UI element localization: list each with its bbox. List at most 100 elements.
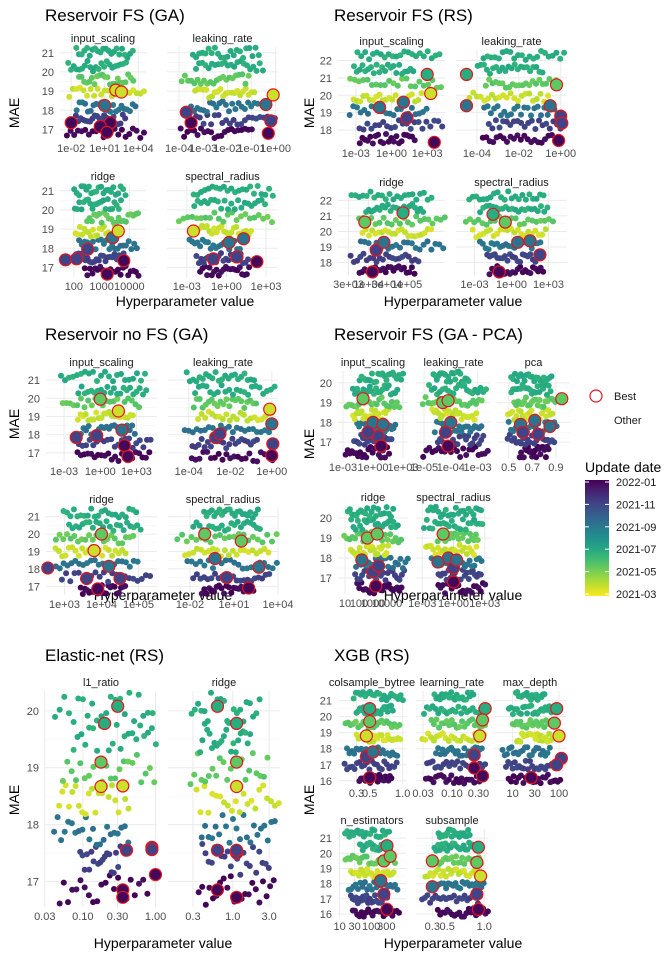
other-point xyxy=(226,534,233,541)
other-point xyxy=(520,780,527,786)
other-point xyxy=(118,126,125,133)
other-point xyxy=(122,192,129,199)
other-point xyxy=(209,375,216,382)
other-point xyxy=(232,106,239,113)
other-point xyxy=(104,74,111,81)
best-point xyxy=(94,527,109,541)
y-tick-label: 20 xyxy=(42,67,54,79)
other-point xyxy=(136,880,142,887)
other-point xyxy=(110,527,117,534)
other-point xyxy=(250,63,257,70)
other-point xyxy=(508,111,514,118)
other-point xyxy=(382,196,389,203)
other-point xyxy=(381,82,388,89)
other-point xyxy=(536,76,543,83)
other-point xyxy=(89,270,96,277)
other-point xyxy=(485,95,492,102)
x-tick-label: 0.30 xyxy=(468,788,489,800)
other-point xyxy=(457,885,464,892)
other-point xyxy=(228,748,235,755)
other-point xyxy=(109,206,116,212)
best-point xyxy=(242,581,256,595)
other-point xyxy=(494,189,501,196)
other-point xyxy=(518,710,524,717)
other-point xyxy=(77,877,84,884)
other-point xyxy=(218,250,224,257)
y-tick-label: 18 xyxy=(28,430,40,442)
other-point xyxy=(135,691,142,698)
facet-spectral-radius: spectral_radius 1e-03 1e+00 1e+03 xyxy=(167,171,282,293)
other-point xyxy=(74,416,81,423)
best-point xyxy=(531,427,545,441)
other-point xyxy=(356,440,363,447)
y-tick-label: 19 xyxy=(27,763,39,775)
best-point xyxy=(498,215,512,229)
other-point xyxy=(440,245,447,252)
other-point xyxy=(262,201,268,208)
other-point xyxy=(550,218,556,225)
other-point xyxy=(131,430,138,437)
other-point xyxy=(201,562,208,569)
x-tick-label: 1e+03 xyxy=(533,279,564,291)
other-point xyxy=(511,435,518,442)
other-point xyxy=(62,782,69,789)
other-point xyxy=(89,785,96,792)
y-tick-label: 19 xyxy=(42,86,54,98)
facet-strip-label: learning_rate xyxy=(420,677,484,689)
other-point xyxy=(433,716,440,723)
facet-spectral-radius: spectral_radius 1e-03 1e+00 1e+03 xyxy=(456,177,567,291)
x-tick-label: 0.3 xyxy=(185,911,200,923)
other-point xyxy=(74,231,81,238)
x-tick-label: 3e+04 xyxy=(371,279,402,291)
other-point xyxy=(209,765,216,772)
other-point xyxy=(147,436,154,443)
other-point xyxy=(77,395,84,402)
other-point xyxy=(457,765,464,772)
other-point xyxy=(109,552,116,559)
chart-panel: Reservoir no FS (GA) Hyperparameter value… xyxy=(6,325,293,611)
other-point xyxy=(245,391,252,398)
y-tick-label: 18 xyxy=(320,258,332,270)
other-point xyxy=(483,386,489,393)
other-point xyxy=(116,766,123,773)
x-tick-label: 0.3 xyxy=(349,788,364,800)
y-tick-label: 18 xyxy=(320,744,332,756)
facet-strip-label: ridge xyxy=(361,492,385,504)
other-point xyxy=(504,751,510,758)
best-point xyxy=(265,417,279,431)
other-point xyxy=(386,191,393,197)
x-tick-label: 1e+03 xyxy=(121,466,152,478)
other-point xyxy=(487,194,494,201)
x-tick-label: 10 xyxy=(339,598,351,610)
other-point xyxy=(193,536,200,543)
other-point xyxy=(206,264,213,271)
x-axis-label: Hyperparameter value xyxy=(116,293,255,309)
other-point xyxy=(544,771,551,778)
other-point xyxy=(256,696,263,703)
other-point xyxy=(79,591,86,597)
other-point xyxy=(518,119,525,126)
other-point xyxy=(251,190,257,197)
other-point xyxy=(114,396,121,402)
x-tick-label: 1e+04 xyxy=(353,279,384,291)
other-point xyxy=(126,131,133,137)
other-point xyxy=(532,227,539,234)
other-point xyxy=(538,112,544,119)
other-point xyxy=(539,231,546,238)
best-point xyxy=(459,99,474,113)
other-point xyxy=(135,272,142,279)
other-point xyxy=(212,369,219,376)
best-point xyxy=(475,713,490,727)
y-tick-label: 21 xyxy=(42,48,54,60)
other-point xyxy=(203,223,210,229)
other-point xyxy=(253,67,260,74)
other-point xyxy=(254,831,261,838)
y-tick-label: 18 xyxy=(320,417,332,429)
other-point xyxy=(379,192,385,199)
other-point xyxy=(246,700,253,707)
y-tick-label: 18 xyxy=(320,553,332,565)
other-point xyxy=(463,511,469,518)
best-point xyxy=(365,265,379,279)
other-point xyxy=(376,69,383,76)
other-point xyxy=(259,67,266,74)
